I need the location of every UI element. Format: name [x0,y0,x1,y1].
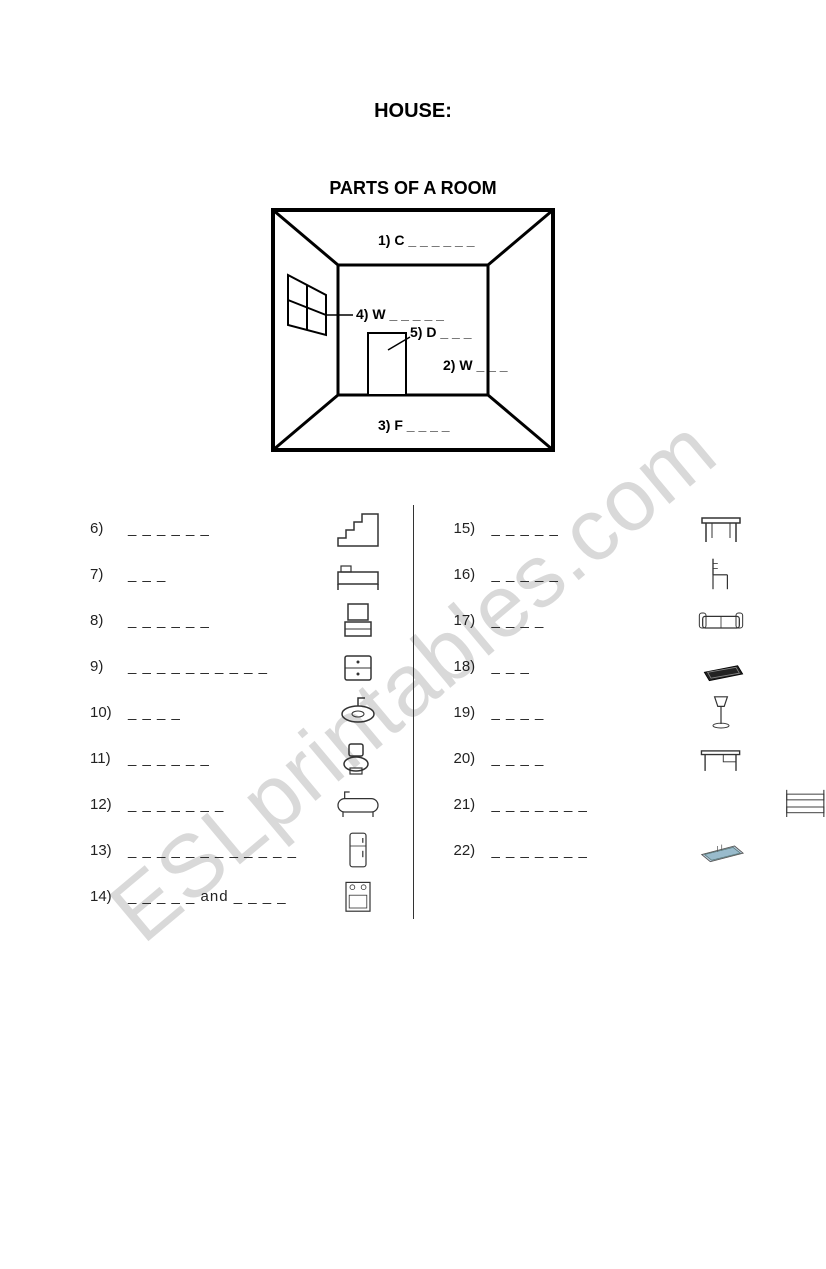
worksheet-item: 15) _ _ _ _ _ [454,505,747,551]
item-blanks[interactable]: _ _ _ _ [492,750,545,767]
bathtub-icon [333,784,383,824]
worksheet-item: 11) _ _ _ _ _ _ [90,735,383,781]
worksheet-item: 16) _ _ _ _ _ [454,551,747,597]
item-number: 9) [90,658,118,675]
item-number: 16) [454,566,482,583]
label-ceiling: 1) C _ _ _ _ _ _ [378,232,475,248]
item-number: 15) [454,520,482,537]
item-blanks[interactable]: _ _ _ _ _ [492,566,559,583]
worksheet-item: 20) _ _ _ _ [454,735,747,781]
toilet-icon [333,738,383,778]
table-icon [696,508,746,548]
item-blanks[interactable]: _ _ _ _ _ _ [128,520,210,537]
sofa-icon [696,600,746,640]
item-blanks[interactable]: _ _ _ _ _ _ _ [492,842,588,859]
lamp-icon [696,692,746,732]
worksheet-item: 19) _ _ _ _ [454,689,747,735]
items-columns: 6) _ _ _ _ _ _ 7) _ _ _ 8) _ _ _ _ _ _ 9) _ _ _… [0,505,826,919]
bed-icon [333,554,383,594]
page-title: HOUSE: [0,100,826,123]
item-number: 8) [90,612,118,629]
item-blanks[interactable]: _ _ _ _ _ [492,520,559,537]
worksheet-item: 17) _ _ _ _ [454,597,747,643]
stove-icon [333,876,383,916]
item-number: 14) [90,888,118,905]
item-number: 19) [454,704,482,721]
item-blanks[interactable]: _ _ _ _ _ and _ _ _ _ [128,888,287,905]
item-blanks[interactable]: _ _ _ _ _ _ _ _ _ _ _ _ [128,842,297,859]
item-blanks[interactable]: _ _ _ _ [128,704,181,721]
worksheet-item: 12) _ _ _ _ _ _ _ [90,781,383,827]
item-number: 7) [90,566,118,583]
worksheet-item: 13) _ _ _ _ _ _ _ _ _ _ _ _ [90,827,383,873]
item-blanks[interactable]: _ _ _ _ _ _ _ _ _ _ [128,658,268,675]
item-number: 13) [90,842,118,859]
room-svg: 1) C _ _ _ _ _ _ 4) W _ _ _ _ _ 5) D _ _… [268,205,558,455]
item-number: 22) [454,842,482,859]
item-blanks[interactable]: _ _ _ _ _ _ _ [492,796,588,813]
worksheet-item: 21) _ _ _ _ _ _ _ [454,781,747,827]
worksheet-item: 7) _ _ _ [90,551,383,597]
mirror-icon [333,600,383,640]
column-right: 15) _ _ _ _ _ 16) _ _ _ _ _ 17) _ _ _ _ 18) _ _… [413,505,747,919]
item-blanks[interactable]: _ _ _ _ _ _ [128,750,210,767]
stairs-icon [333,508,383,548]
item-number: 6) [90,520,118,537]
item-number: 20) [454,750,482,767]
room-diagram: PARTS OF A ROOM 1 [0,178,826,455]
label-door: 5) D _ _ _ [410,324,472,340]
item-number: 17) [454,612,482,629]
item-number: 12) [90,796,118,813]
item-number: 18) [454,658,482,675]
item-number: 11) [90,750,118,767]
worksheet-item: 18) _ _ _ [454,643,747,689]
bunkbed-icon [781,783,826,823]
sink-icon [333,692,383,732]
chair-icon [696,554,746,594]
item-blanks[interactable]: _ _ _ _ [492,704,545,721]
worksheet-item: 10) _ _ _ _ [90,689,383,735]
worksheet-item: 6) _ _ _ _ _ _ [90,505,383,551]
rug-icon [696,646,746,686]
diagram-title: PARTS OF A ROOM [268,178,558,199]
worksheet-content: HOUSE: PARTS OF A ROOM [0,100,826,919]
pool-icon [696,830,746,870]
column-left: 6) _ _ _ _ _ _ 7) _ _ _ 8) _ _ _ _ _ _ 9) _ _ _… [90,505,413,919]
label-window: 4) W _ _ _ _ _ [356,306,444,322]
nightstand-icon [333,646,383,686]
fridge-icon [333,830,383,870]
worksheet-item: 9) _ _ _ _ _ _ _ _ _ _ [90,643,383,689]
item-blanks[interactable]: _ _ _ [492,658,530,675]
worksheet-item: 22) _ _ _ _ _ _ _ [454,827,747,873]
item-blanks[interactable]: _ _ _ _ _ _ [128,612,210,629]
item-blanks[interactable]: _ _ _ _ _ _ _ [128,796,224,813]
desk-icon [696,738,746,778]
worksheet-item: 14) _ _ _ _ _ and _ _ _ _ [90,873,383,919]
label-wall: 2) W _ _ _ [443,357,508,373]
item-blanks[interactable]: _ _ _ _ [492,612,545,629]
label-floor: 3) F _ _ _ _ [378,417,450,433]
worksheet-item: 8) _ _ _ _ _ _ [90,597,383,643]
item-blanks[interactable]: _ _ _ [128,566,166,583]
item-number: 10) [90,704,118,721]
item-number: 21) [454,796,482,813]
